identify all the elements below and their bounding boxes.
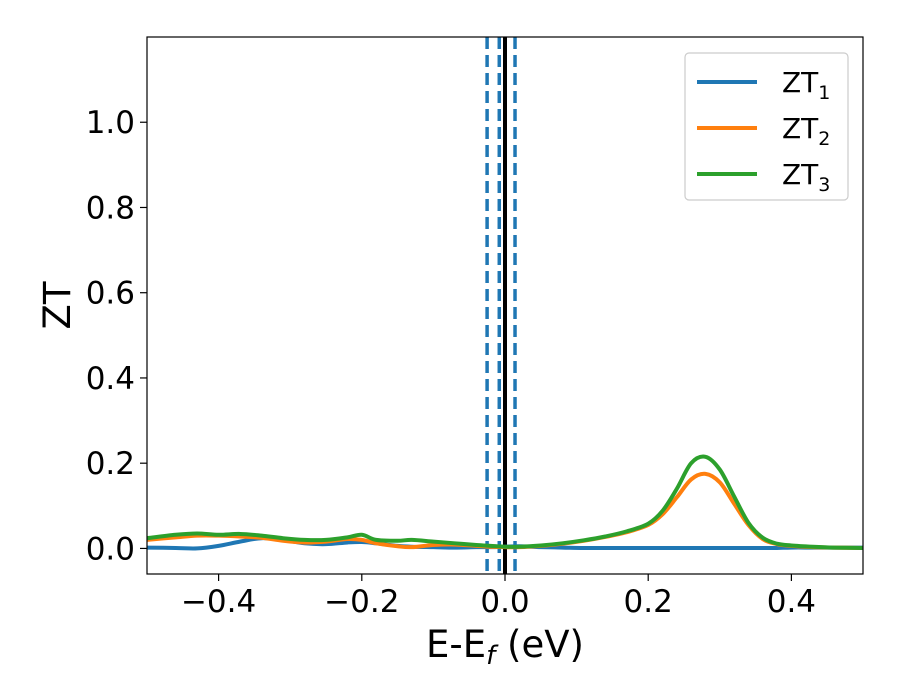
x-axis-label-suffix: (eV) xyxy=(495,623,584,666)
series-line-zt3 xyxy=(147,454,863,550)
x-axis-label: E-Ef (eV) xyxy=(426,623,584,671)
y-tick-label: 0.2 xyxy=(86,446,135,482)
legend-entry-name: ZT xyxy=(782,112,819,145)
x-axis: −0.4 −0.2 0.0 0.2 0.4 xyxy=(181,574,816,620)
y-axis: 0.0 0.2 0.4 0.6 0.8 1.0 xyxy=(86,105,147,567)
y-tick-label: 0.4 xyxy=(86,361,135,397)
y-tick-label: 0.8 xyxy=(86,190,135,226)
y-tick-label: 1.0 xyxy=(86,105,135,141)
y-tick-label: 0.6 xyxy=(86,276,135,312)
x-tick-label: −0.4 xyxy=(181,584,256,620)
legend-entry-subscript: 1 xyxy=(818,82,830,104)
x-tick-label: 0.4 xyxy=(767,584,816,620)
x-tick-label: 0.0 xyxy=(480,584,529,620)
x-tick-label: −0.2 xyxy=(324,584,399,620)
legend-entry-zt3: ZT3 xyxy=(782,158,830,196)
y-tick-label: 0.0 xyxy=(86,531,135,567)
legend-entry-name: ZT xyxy=(782,66,819,99)
legend-box xyxy=(684,52,849,201)
legend-entry-name: ZT xyxy=(782,158,819,191)
legend-entry-subscript: 2 xyxy=(818,128,830,150)
y-axis-label: ZT xyxy=(36,281,79,329)
legend-entry-subscript: 3 xyxy=(818,174,830,196)
x-axis-label-main: E-E xyxy=(426,623,486,666)
legend-entry-zt2: ZT2 xyxy=(782,112,830,150)
x-tick-label: 0.2 xyxy=(624,584,673,620)
fermi-lines xyxy=(485,37,517,574)
series-lines xyxy=(147,454,863,551)
legend-entry-zt1: ZT1 xyxy=(782,66,830,104)
